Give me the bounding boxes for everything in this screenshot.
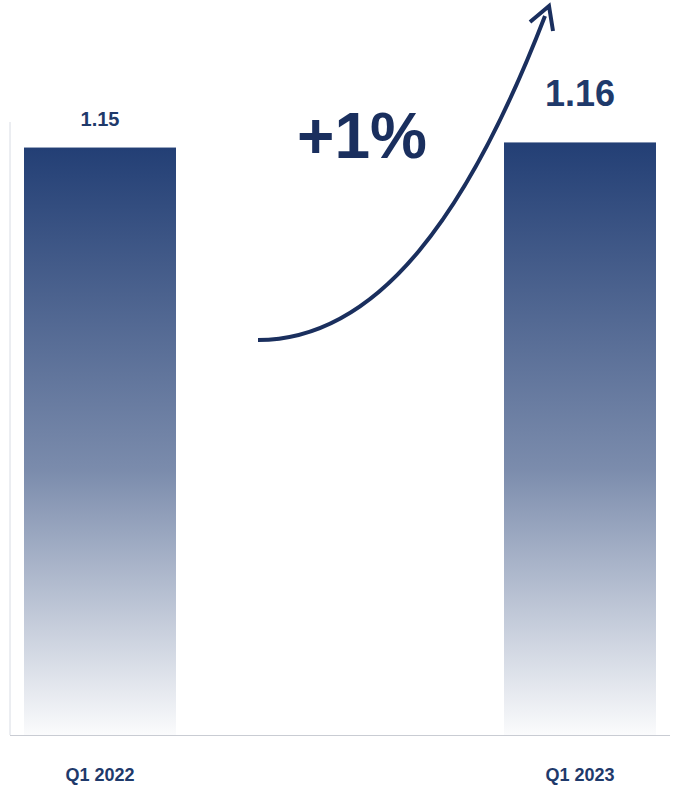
category-label: Q1 2022 <box>65 765 134 785</box>
bars <box>24 142 656 735</box>
arrow-curve <box>258 16 545 340</box>
bar <box>504 142 656 735</box>
data-label: 1.15 <box>81 108 120 130</box>
chart: 1.15 1.16 Q1 2022 Q1 2023 +1% <box>0 0 677 790</box>
annotation: +1% <box>297 100 427 172</box>
y-axis-line <box>10 122 11 735</box>
bar <box>24 148 176 735</box>
x-axis-line <box>10 735 670 736</box>
category-label: Q1 2023 <box>545 765 614 785</box>
arrow-head <box>530 6 553 31</box>
data-label: 1.16 <box>545 73 615 114</box>
